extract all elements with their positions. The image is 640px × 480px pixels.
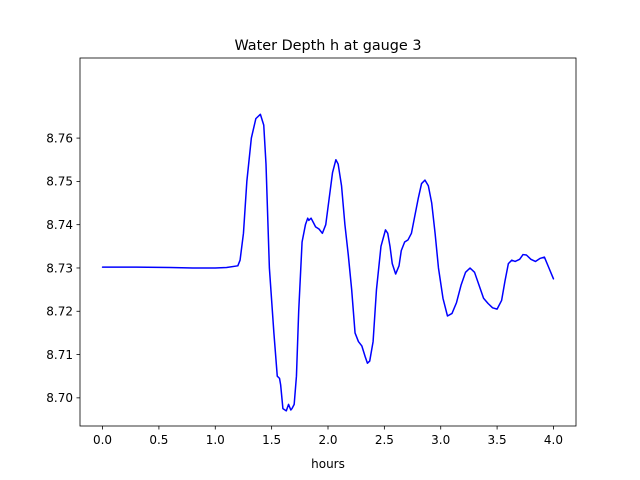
y-tick-label: 8.70 xyxy=(46,391,73,405)
plot-area xyxy=(101,113,555,412)
y-tick-label: 8.72 xyxy=(46,305,73,319)
chart-title: Water Depth h at gauge 3 xyxy=(234,38,421,54)
y-tick-label: 8.75 xyxy=(46,175,73,189)
x-axis-ticks: 0.0 0.5 1.0 1.5 2.0 2.5 3.0 3.5 4.0 xyxy=(93,426,563,447)
y-tick-label: 8.74 xyxy=(46,218,73,232)
x-tick-label: 3.0 xyxy=(431,433,450,447)
axes-frame xyxy=(79,57,577,427)
x-tick-label: 1.0 xyxy=(206,433,225,447)
y-tick-label: 8.73 xyxy=(46,261,73,275)
x-tick-label: 0.0 xyxy=(93,433,112,447)
y-axis-ticks: 8.70 8.71 8.72 8.73 8.74 8.75 8.76 xyxy=(46,131,80,405)
x-tick-label: 0.5 xyxy=(149,433,168,447)
x-tick-label: 2.5 xyxy=(375,433,394,447)
x-tick-label: 1.5 xyxy=(262,433,281,447)
x-tick-label: 4.0 xyxy=(544,433,563,447)
x-tick-label: 2.0 xyxy=(318,433,337,447)
series-line-water-depth xyxy=(101,113,555,412)
x-axis-label: hours xyxy=(311,457,345,471)
y-tick-label: 8.71 xyxy=(46,348,73,362)
y-tick-label: 8.76 xyxy=(46,131,73,145)
x-tick-label: 3.5 xyxy=(488,433,507,447)
